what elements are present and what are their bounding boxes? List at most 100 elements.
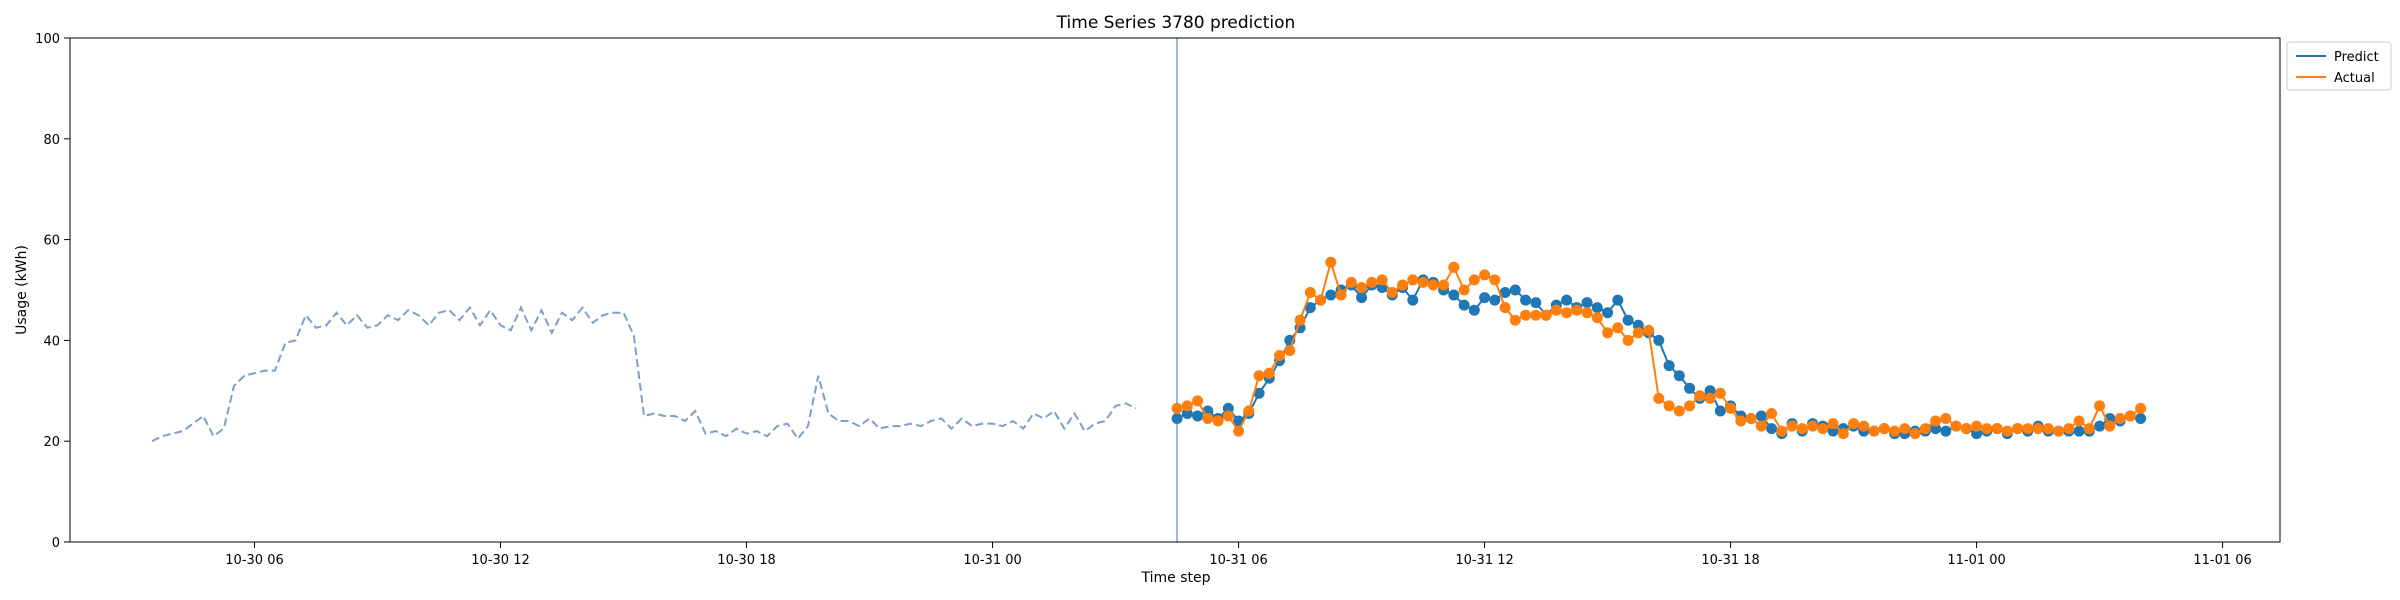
actual-point [1991, 423, 2003, 435]
predict-point [1612, 294, 1624, 306]
predict-point [2073, 425, 2085, 437]
actual-point [1479, 269, 1491, 281]
actual-point [1315, 294, 1327, 306]
actual-point [2094, 400, 2106, 412]
plot-frame [69, 37, 2281, 543]
actual-point [1202, 413, 1214, 424]
x-tick-label: 10-30 06 [225, 553, 283, 568]
actual-point [1643, 324, 1655, 336]
predict-point [1940, 425, 1952, 437]
actual-point [1878, 423, 1890, 435]
actual-point [1325, 256, 1337, 268]
actual-point [1376, 274, 1388, 286]
actual-point [1386, 287, 1398, 298]
x-tick-label: 11-01 00 [1947, 553, 2005, 568]
predict-point [1755, 410, 1767, 422]
predict-point [1407, 294, 1419, 306]
actual-point [1704, 392, 1716, 404]
actual-point [1807, 420, 1819, 432]
actual-point [1417, 276, 1429, 288]
actual-point [1930, 415, 1942, 427]
x-tick-label: 10-31 06 [1209, 553, 1267, 568]
actual-point [1591, 312, 1603, 324]
actual-point [1427, 279, 1439, 291]
actual-point [1468, 274, 1480, 286]
actual-point [1786, 420, 1798, 432]
actual-point [1520, 309, 1532, 321]
actual-point [1653, 392, 1665, 404]
actual-point [2073, 415, 2085, 427]
predict-point [1704, 385, 1716, 397]
x-tick-label: 10-31 00 [963, 553, 1021, 568]
actual-point [1940, 413, 1952, 424]
actual-point [2053, 425, 2065, 437]
predict-point [1479, 292, 1491, 304]
actual-point [2032, 423, 2044, 435]
x-tick-label: 10-30 12 [471, 553, 529, 568]
actual-point [1284, 345, 1296, 356]
predict-point [1591, 302, 1603, 314]
predict-point [1253, 387, 1265, 399]
x-tick-label: 10-30 18 [717, 553, 775, 568]
actual-point [1796, 423, 1808, 435]
actual-point [2104, 420, 2116, 432]
predict-point [2135, 413, 2147, 424]
actual-point [1632, 327, 1644, 339]
x-tick-label: 10-31 12 [1455, 553, 1513, 568]
actual-point [1263, 367, 1275, 379]
actual-point [2022, 423, 2034, 435]
actual-point [1561, 307, 1573, 319]
actual-point [1899, 423, 1911, 435]
predict-point [1663, 360, 1675, 372]
actual-point [1571, 304, 1583, 316]
actual-point [1971, 420, 1983, 432]
predict-point [1356, 292, 1368, 304]
actual-point [1714, 387, 1726, 399]
predict-point [1714, 405, 1726, 417]
actual-point [1776, 425, 1788, 437]
y-tick-label: 80 [43, 133, 60, 148]
predict-point [1930, 423, 1942, 435]
predict-point [1222, 402, 1234, 414]
actual-point [1909, 428, 1921, 440]
actual-point [1222, 410, 1234, 422]
predict-point [1561, 294, 1573, 306]
predict-point [1325, 289, 1337, 301]
actual-point [1407, 274, 1419, 286]
x-tick-label: 11-01 06 [2193, 553, 2251, 568]
actual-point [2001, 425, 2013, 437]
y-axis-label: Usage (kWh) [14, 245, 30, 335]
actual-series [1171, 256, 2147, 440]
actual-point [2124, 410, 2136, 422]
actual-point [1448, 261, 1460, 273]
actual-point [1499, 302, 1511, 314]
actual-point [1294, 314, 1306, 326]
actual-point [1612, 322, 1624, 334]
actual-point [1356, 282, 1368, 293]
actual-point [1581, 307, 1593, 319]
actual-point [1243, 405, 1255, 417]
legend-predict-label: Predict [2334, 50, 2379, 65]
predict-point [1499, 287, 1511, 298]
actual-point [1981, 423, 1993, 435]
actual-point [2063, 423, 2075, 435]
x-axis-label: Time step [1141, 570, 1211, 586]
x-tick-label: 10-31 18 [1701, 553, 1759, 568]
actual-point [2012, 423, 2024, 435]
predict-point [1530, 297, 1542, 309]
actual-point [1253, 370, 1265, 382]
actual-point [1212, 415, 1224, 427]
predict-point [1581, 297, 1593, 309]
actual-point [1304, 287, 1316, 298]
actual-point [1766, 408, 1778, 419]
actual-point [1868, 425, 1880, 437]
actual-line [1176, 258, 2142, 435]
actual-point [1335, 289, 1347, 301]
predict-point [1520, 294, 1532, 306]
actual-point [1489, 274, 1501, 286]
actual-point [1755, 420, 1767, 432]
history-series [151, 305, 1137, 443]
predict-point [1448, 289, 1460, 301]
actual-point [1889, 425, 1901, 437]
